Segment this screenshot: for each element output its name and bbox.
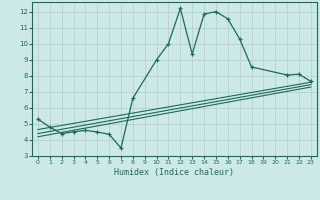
X-axis label: Humidex (Indice chaleur): Humidex (Indice chaleur) (115, 168, 234, 177)
